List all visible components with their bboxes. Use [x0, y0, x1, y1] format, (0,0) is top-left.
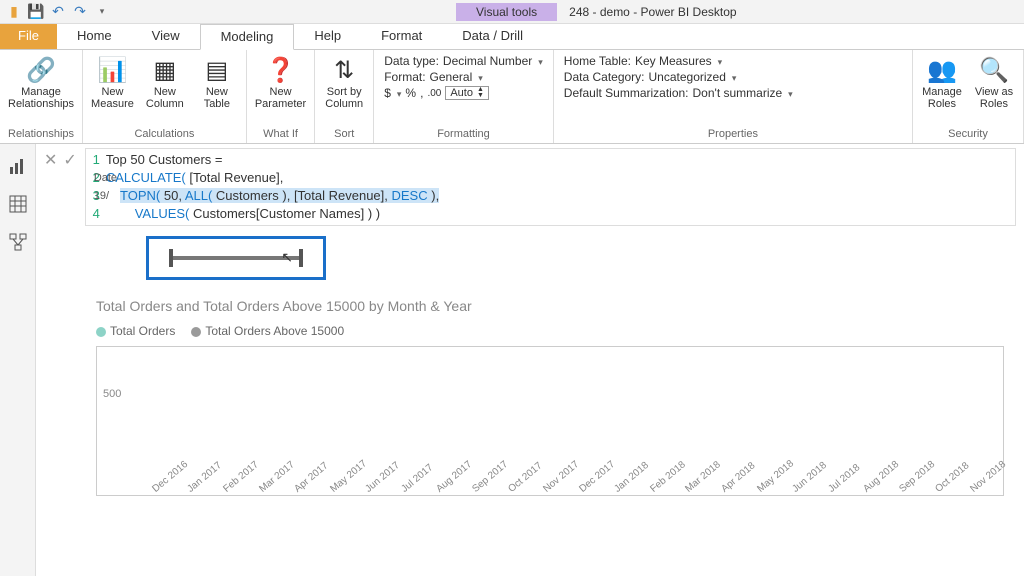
- x-axis-label: Aug 2018: [862, 459, 902, 495]
- new-measure-button[interactable]: 📊New Measure: [87, 52, 138, 112]
- parameter-icon: ❓: [265, 54, 297, 86]
- group-label-properties: Properties: [558, 127, 908, 141]
- view-roles-icon: 🔍: [978, 54, 1010, 86]
- group-label-calculations: Calculations: [87, 127, 242, 141]
- app-icon: ▮: [4, 2, 24, 22]
- x-axis-label: Nov 2017: [541, 459, 581, 495]
- contextual-tab-visual-tools[interactable]: Visual tools: [456, 3, 557, 21]
- currency-button[interactable]: $: [384, 86, 391, 100]
- report-view-icon[interactable]: [6, 154, 30, 178]
- dax-editor[interactable]: Date 19/ 1Top 50 Customers = 2CALCULATE(…: [85, 148, 1016, 226]
- tab-file[interactable]: File: [0, 24, 57, 49]
- decimal-places-stepper[interactable]: Auto▲▼: [445, 86, 489, 100]
- save-icon[interactable]: 💾: [26, 2, 46, 22]
- y-axis-label: 500: [103, 388, 121, 400]
- data-view-icon[interactable]: [6, 192, 30, 216]
- column-icon: ▦: [149, 54, 181, 86]
- x-axis-label: Jun 2017: [364, 460, 403, 495]
- x-axis-label: Oct 2017: [506, 460, 544, 495]
- tab-home[interactable]: Home: [57, 24, 132, 49]
- x-axis-label: Jan 2017: [186, 460, 225, 495]
- slider-highlight-box: ↖: [146, 236, 326, 280]
- formula-commit-icon[interactable]: ✓: [63, 150, 76, 170]
- x-axis-label: Jan 2018: [613, 460, 652, 495]
- home-table-dropdown[interactable]: Home Table: Key Measures: [564, 54, 902, 68]
- x-axis-label: Aug 2017: [435, 459, 475, 495]
- x-axis-label: Mar 2017: [257, 459, 296, 495]
- x-axis-label: Jul 2018: [826, 462, 862, 495]
- x-axis-label: Dec 2017: [577, 459, 617, 495]
- x-axis-label: Dec 2016: [150, 459, 190, 495]
- side-label-value: 19/: [94, 187, 117, 205]
- x-axis-label: Apr 2018: [719, 460, 757, 495]
- sort-by-column-button[interactable]: ⇅Sort by Column: [319, 52, 369, 112]
- bar-chart[interactable]: 500 Dec 2016Jan 2017Feb 2017Mar 2017Apr …: [96, 346, 1004, 496]
- cursor-icon: ↖: [281, 249, 293, 266]
- roles-icon: 👥: [926, 54, 958, 86]
- undo-icon[interactable]: ↶: [48, 2, 68, 22]
- view-as-roles-button[interactable]: 🔍View as Roles: [969, 52, 1019, 112]
- sort-icon: ⇅: [328, 54, 360, 86]
- x-axis-label: Mar 2018: [684, 459, 723, 495]
- table-icon: ▤: [201, 54, 233, 86]
- group-label-sort: Sort: [319, 127, 369, 141]
- group-label-relationships: Relationships: [4, 127, 78, 141]
- decimals-button[interactable]: .00: [427, 88, 441, 99]
- redo-icon[interactable]: ↷: [70, 2, 90, 22]
- manage-roles-button[interactable]: 👥Manage Roles: [917, 52, 967, 112]
- datatype-dropdown[interactable]: Data type: Decimal Number: [384, 54, 543, 68]
- x-axis-label: May 2018: [755, 458, 796, 495]
- relationships-icon: 🔗: [25, 54, 57, 86]
- tab-modeling[interactable]: Modeling: [200, 24, 295, 50]
- chart-legend: Total Orders Total Orders Above 15000: [96, 324, 1004, 338]
- percent-button[interactable]: %: [405, 86, 416, 100]
- x-axis-label: Jul 2017: [399, 462, 435, 495]
- new-column-button[interactable]: ▦New Column: [140, 52, 190, 112]
- x-axis-label: Nov 2018: [968, 459, 1008, 495]
- new-table-button[interactable]: ▤New Table: [192, 52, 242, 112]
- new-parameter-button[interactable]: ❓New Parameter: [251, 52, 310, 112]
- comma-button[interactable]: ,: [420, 86, 423, 100]
- tab-view[interactable]: View: [132, 24, 200, 49]
- chart-title: Total Orders and Total Orders Above 1500…: [96, 298, 1004, 314]
- x-axis-label: May 2017: [328, 458, 369, 495]
- formula-cancel-icon[interactable]: ✕: [44, 150, 57, 170]
- manage-relationships-button[interactable]: 🔗 Manage Relationships: [4, 52, 78, 112]
- default-summarization-dropdown[interactable]: Default Summarization: Don't summarize: [564, 86, 902, 100]
- x-axis-label: Feb 2017: [221, 459, 260, 495]
- model-view-icon[interactable]: [6, 230, 30, 254]
- group-label-security: Security: [917, 127, 1019, 141]
- group-label-whatif: What If: [251, 127, 310, 141]
- group-label-formatting: Formatting: [378, 127, 549, 141]
- tab-help[interactable]: Help: [294, 24, 361, 49]
- tab-format[interactable]: Format: [361, 24, 442, 49]
- data-category-dropdown[interactable]: Data Category: Uncategorized: [564, 70, 902, 84]
- x-axis-label: Feb 2018: [648, 459, 687, 495]
- x-axis-label: Apr 2017: [292, 460, 330, 495]
- window-title: 248 - demo - Power BI Desktop: [557, 5, 748, 19]
- measure-icon: 📊: [96, 54, 128, 86]
- x-axis-label: Sep 2017: [470, 459, 510, 495]
- tab-data-drill[interactable]: Data / Drill: [442, 24, 543, 49]
- format-dropdown[interactable]: Format: General: [384, 70, 543, 84]
- x-axis-label: Jun 2018: [791, 460, 830, 495]
- x-axis-label: Oct 2018: [933, 460, 971, 495]
- qat-dropdown-icon[interactable]: ▾: [92, 2, 112, 22]
- x-axis-label: Sep 2018: [897, 459, 937, 495]
- side-label-date: Date: [94, 169, 117, 187]
